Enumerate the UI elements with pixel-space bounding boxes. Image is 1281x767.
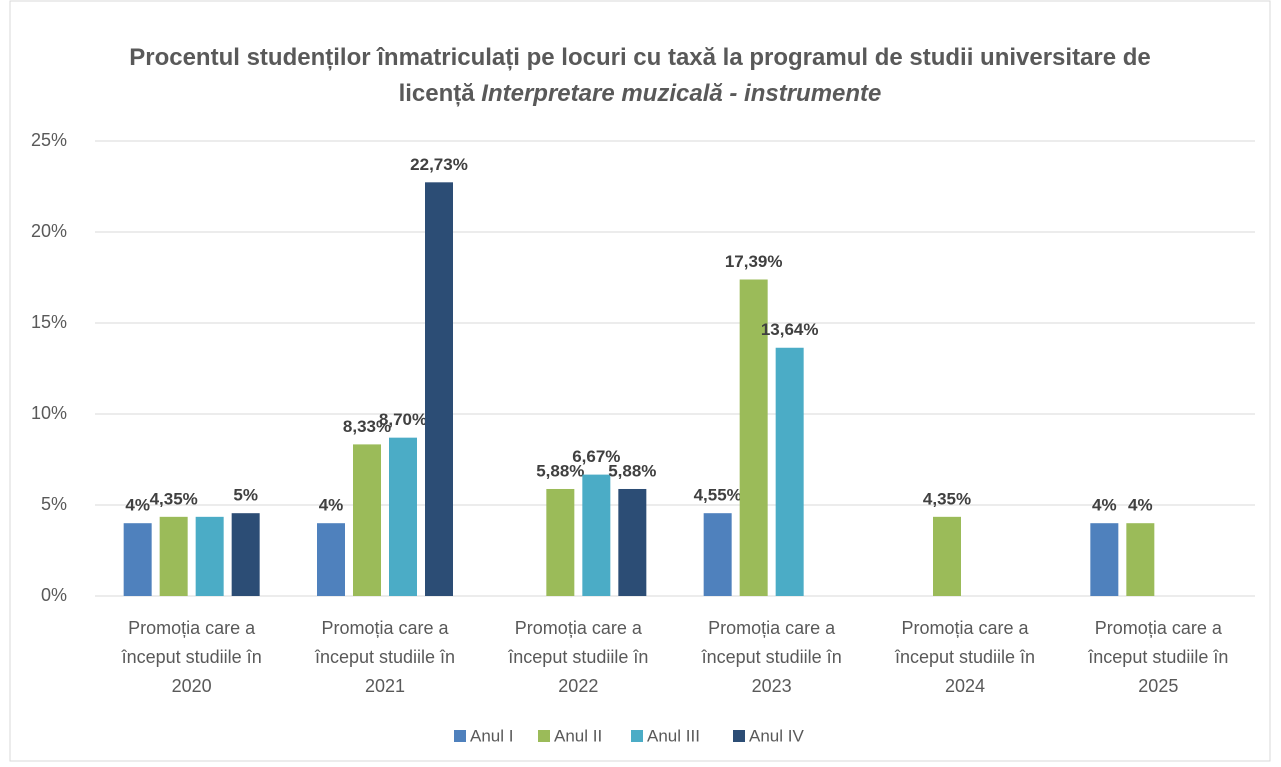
bar [933,516,961,596]
chart-frame [9,0,1271,762]
bar [1090,523,1119,596]
data-label: 13,64% [761,320,819,339]
bar [353,444,381,596]
x-tick-label: Promoția care a început studiile în 2021 [314,618,456,696]
data-label: 4% [1128,496,1153,515]
bar [582,474,611,596]
bar [159,516,188,596]
bar [195,516,224,596]
bar [546,488,575,596]
legend-swatch [454,730,466,742]
legend-label: Anul IV [749,726,804,745]
legend-label: Anul I [470,726,513,745]
x-tick-label: Promoția care a început studiile în 2024 [894,618,1036,696]
data-label: 6,67% [572,447,620,466]
bar [618,488,647,596]
bar [703,513,732,596]
title-text: Procentul studenților înmatriculați pe l… [129,44,1151,107]
bar [389,437,417,596]
bar [231,513,260,596]
data-label: 5% [233,486,258,505]
data-label: 4% [125,496,150,515]
x-tick-label: Promoția care a început studiile în 2025 [1088,618,1229,696]
data-label: 4,55% [694,486,742,505]
bar [425,182,453,596]
x-tick-label: Promoția care a început studiile în 2020 [121,618,262,696]
y-tick-label: 15% [31,312,67,332]
data-label: 8,33% [343,417,391,436]
legend-swatch [538,730,550,742]
chart-title: Procentul studenților înmatriculați pe l… [120,40,1160,112]
data-label: 4,35% [150,489,198,508]
data-label: 22,73% [410,155,468,174]
x-tick-label: Promoția care a început studiile în 2022 [508,618,649,696]
legend-swatch [631,730,643,742]
title-emphasis: Interpretare muzicală - instrumente [481,80,882,107]
legend-swatch [733,730,745,742]
data-label: 17,39% [725,252,783,271]
y-tick-label: 10% [31,403,67,423]
x-tick-label: Promoția care a început studiile în 2023 [701,618,842,696]
y-tick-label: 5% [41,494,67,514]
y-tick-label: 25% [31,130,67,150]
legend-label: Anul III [647,726,700,745]
legend-label: Anul II [554,726,602,745]
data-label: 4% [319,496,344,515]
y-tick-label: 0% [41,585,67,605]
bar [317,523,345,596]
data-label: 5,88% [536,461,584,480]
data-label: 4,35% [923,489,971,508]
data-label: 4% [1092,496,1117,515]
bar [1126,523,1155,596]
bar [775,347,804,596]
data-label: 5,88% [608,461,656,480]
data-label: 8,70% [379,410,427,429]
bar [739,279,768,596]
y-tick-label: 20% [31,221,67,241]
bar [123,523,152,596]
